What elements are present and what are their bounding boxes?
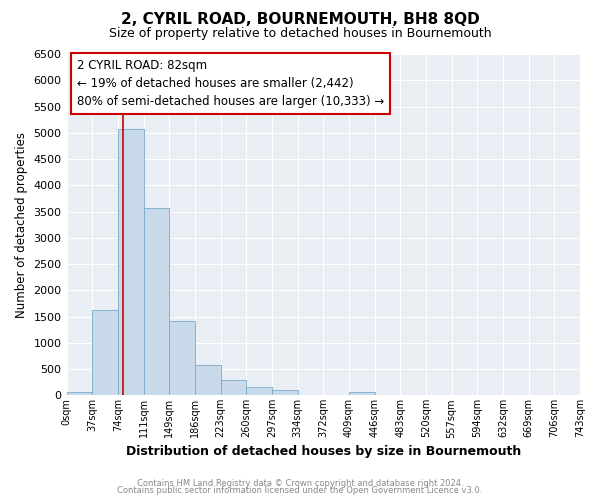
Bar: [67, 392, 92, 396]
X-axis label: Distribution of detached houses by size in Bournemouth: Distribution of detached houses by size …: [125, 444, 521, 458]
Bar: [143, 208, 169, 396]
Bar: [349, 392, 374, 396]
Bar: [221, 380, 246, 396]
Text: Contains HM Land Registry data © Crown copyright and database right 2024.: Contains HM Land Registry data © Crown c…: [137, 478, 463, 488]
Text: Contains public sector information licensed under the Open Government Licence v3: Contains public sector information licen…: [118, 486, 482, 495]
Bar: [272, 390, 298, 396]
Bar: [92, 310, 118, 396]
Bar: [118, 128, 143, 396]
Text: 2 CYRIL ROAD: 82sqm
← 19% of detached houses are smaller (2,442)
80% of semi-det: 2 CYRIL ROAD: 82sqm ← 19% of detached ho…: [77, 59, 384, 108]
Text: Size of property relative to detached houses in Bournemouth: Size of property relative to detached ho…: [109, 28, 491, 40]
Text: 2, CYRIL ROAD, BOURNEMOUTH, BH8 8QD: 2, CYRIL ROAD, BOURNEMOUTH, BH8 8QD: [121, 12, 479, 28]
Y-axis label: Number of detached properties: Number of detached properties: [15, 132, 28, 318]
Bar: [195, 365, 221, 396]
Bar: [169, 320, 195, 396]
Bar: [246, 388, 272, 396]
